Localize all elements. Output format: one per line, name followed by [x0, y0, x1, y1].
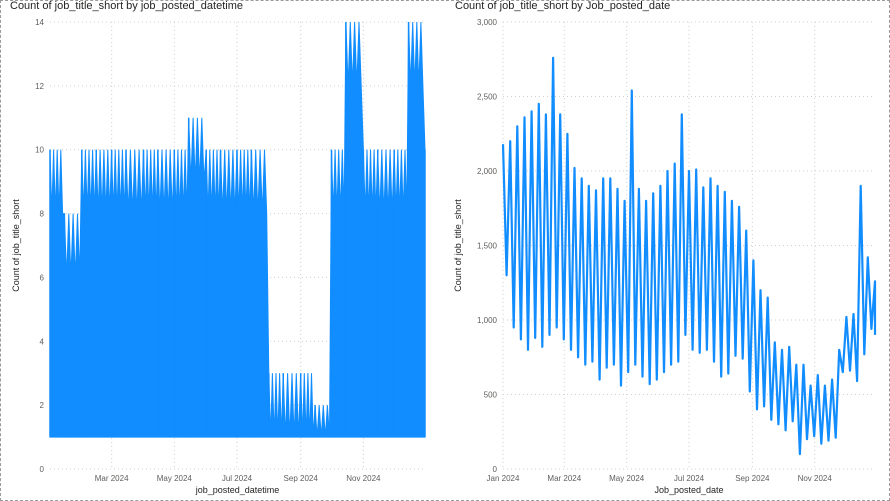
x-tick-label: Nov 2024 — [798, 474, 833, 483]
chart-canvas[interactable]: 0 2 4 6 8 10 12 14 Mar 2024 May 2024 Jul 2024 Sep 2… — [0, 0, 445, 501]
x-tick-label: Jul 2024 — [222, 474, 253, 483]
y-tick-label: 2,000 — [477, 167, 498, 176]
y-tick-label: 1,000 — [477, 316, 498, 325]
y-tick-label: 14 — [35, 18, 44, 27]
x-tick-label: Sep 2024 — [735, 474, 770, 483]
y-tick-label: 0 — [493, 465, 498, 474]
x-tick-label: May 2024 — [609, 474, 645, 483]
chart-panel-date[interactable]: Count of job_title_short by Job_posted_d… — [445, 0, 890, 501]
series-line — [501, 56, 877, 456]
y-tick-label: 2,500 — [477, 93, 498, 102]
y-tick-label: 2 — [40, 401, 45, 410]
y-tick-label: 10 — [35, 146, 44, 155]
y-tick-label: 6 — [40, 273, 45, 282]
x-tick-label: Jul 2024 — [674, 474, 705, 483]
chart-title: Count of job_title_short by job_posted_d… — [10, 0, 243, 12]
chart-title: Count of job_title_short by Job_posted_d… — [455, 0, 671, 12]
y-tick-label: 4 — [40, 337, 45, 346]
x-tick-label: Mar 2024 — [95, 474, 129, 483]
y-tick-label: 3,000 — [477, 18, 498, 27]
x-tick-label: Nov 2024 — [346, 474, 381, 483]
y-tick-label: 1,500 — [477, 242, 498, 251]
y-axis-title: Count of job_title_short — [11, 199, 21, 292]
x-tick-label: Jan 2024 — [487, 474, 520, 483]
x-tick-label: May 2024 — [157, 474, 193, 483]
y-tick-label: 12 — [35, 82, 44, 91]
x-axis-title: Job_posted_date — [654, 485, 723, 495]
x-axis-title: job_posted_datetime — [195, 485, 280, 495]
y-tick-label: 500 — [484, 391, 498, 400]
y-axis-title: Count of job_title_short — [453, 199, 463, 292]
x-tick-label: Mar 2024 — [547, 474, 581, 483]
chart-panel-datetime[interactable]: Count of job_title_short by job_posted_d… — [0, 0, 445, 501]
y-tick-label: 8 — [40, 210, 45, 219]
chart-canvas[interactable]: 0 500 1,000 1,500 2,000 2,500 3,000 Jan 2024 Mar… — [445, 0, 890, 501]
x-tick-label: Sep 2024 — [284, 474, 319, 483]
y-tick-label: 0 — [40, 465, 45, 474]
